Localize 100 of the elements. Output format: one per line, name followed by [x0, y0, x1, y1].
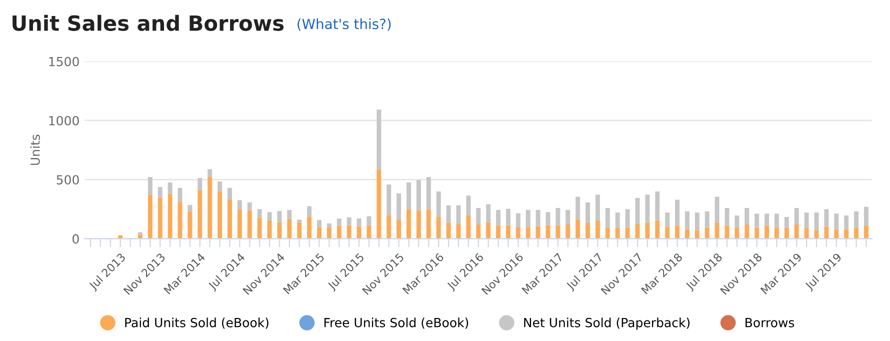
bar — [287, 218, 292, 239]
bar — [148, 176, 152, 195]
bar — [346, 217, 352, 226]
bar — [774, 228, 779, 239]
bar — [198, 190, 202, 239]
bar — [267, 212, 272, 220]
bar — [496, 225, 501, 239]
bar — [476, 208, 481, 225]
bar — [665, 212, 670, 227]
bar — [356, 226, 362, 239]
bar — [595, 220, 600, 239]
bar — [297, 222, 302, 239]
bar — [346, 225, 352, 239]
bar — [247, 210, 252, 239]
bar — [516, 213, 520, 228]
bar — [655, 220, 660, 239]
bar — [744, 224, 750, 239]
bar — [198, 178, 202, 190]
chart-subtitle: (What's this?) — [298, 18, 391, 31]
bar — [774, 214, 779, 228]
legend-label: Net Units Sold (Paperback) — [524, 318, 690, 330]
y-tick-label: 1000 — [49, 116, 79, 126]
bar — [356, 218, 362, 226]
bar — [625, 209, 630, 228]
bar — [586, 222, 590, 239]
bar — [228, 199, 232, 239]
bar — [595, 194, 600, 220]
bar — [456, 223, 461, 239]
bar — [556, 208, 560, 226]
bar — [168, 182, 172, 194]
bar — [844, 216, 849, 230]
bar — [764, 214, 770, 226]
bar — [744, 208, 750, 225]
bar — [446, 205, 451, 222]
bar — [625, 228, 630, 239]
bar — [615, 228, 620, 239]
bar — [326, 227, 332, 239]
bar — [138, 232, 142, 235]
bar — [754, 214, 760, 228]
bar — [714, 196, 720, 223]
bar — [536, 226, 540, 239]
bar — [178, 188, 182, 202]
bar — [526, 227, 530, 239]
bar — [446, 222, 451, 239]
bar — [287, 210, 292, 219]
bar — [784, 228, 789, 239]
bar — [436, 216, 441, 239]
y-tick-label: 1500 — [49, 56, 79, 66]
bar — [694, 230, 700, 239]
bar — [586, 202, 590, 223]
bar — [714, 222, 720, 239]
bar — [208, 176, 212, 239]
bar — [804, 212, 809, 228]
bar — [257, 218, 262, 239]
bar — [794, 224, 799, 239]
bar — [228, 188, 232, 200]
bar — [366, 216, 372, 226]
bar — [148, 194, 152, 239]
bar — [237, 209, 242, 239]
bar — [297, 220, 302, 222]
bar — [645, 222, 650, 239]
bar — [426, 209, 431, 239]
bar — [277, 211, 282, 222]
bar — [556, 225, 560, 239]
bar — [645, 194, 650, 223]
bar — [536, 210, 540, 226]
bar — [834, 214, 839, 230]
bar — [178, 202, 182, 239]
bar — [684, 211, 690, 230]
bar — [754, 228, 760, 239]
bar — [516, 227, 520, 239]
bar — [257, 209, 262, 218]
bar — [665, 226, 670, 239]
bar — [317, 227, 322, 239]
bar — [336, 218, 342, 226]
bar — [406, 182, 411, 210]
bar — [864, 226, 868, 239]
bar — [506, 225, 510, 239]
bar — [605, 208, 610, 228]
bar — [764, 226, 770, 239]
bar — [376, 110, 382, 170]
bar — [376, 169, 382, 239]
bar — [396, 193, 402, 220]
y-tick-label: 500 — [56, 175, 79, 185]
bar — [326, 223, 332, 228]
bar — [694, 212, 700, 230]
bar — [824, 226, 829, 239]
bar — [218, 191, 222, 239]
bar — [734, 228, 740, 239]
bar — [854, 228, 859, 239]
bar — [416, 180, 421, 210]
bar — [864, 206, 868, 226]
bar — [566, 210, 570, 225]
y-axis-title: Units — [30, 134, 40, 165]
bar — [844, 229, 849, 239]
bar — [804, 228, 809, 239]
bar — [158, 198, 162, 239]
bar — [317, 220, 322, 228]
bar — [794, 208, 799, 224]
bar — [704, 211, 710, 228]
